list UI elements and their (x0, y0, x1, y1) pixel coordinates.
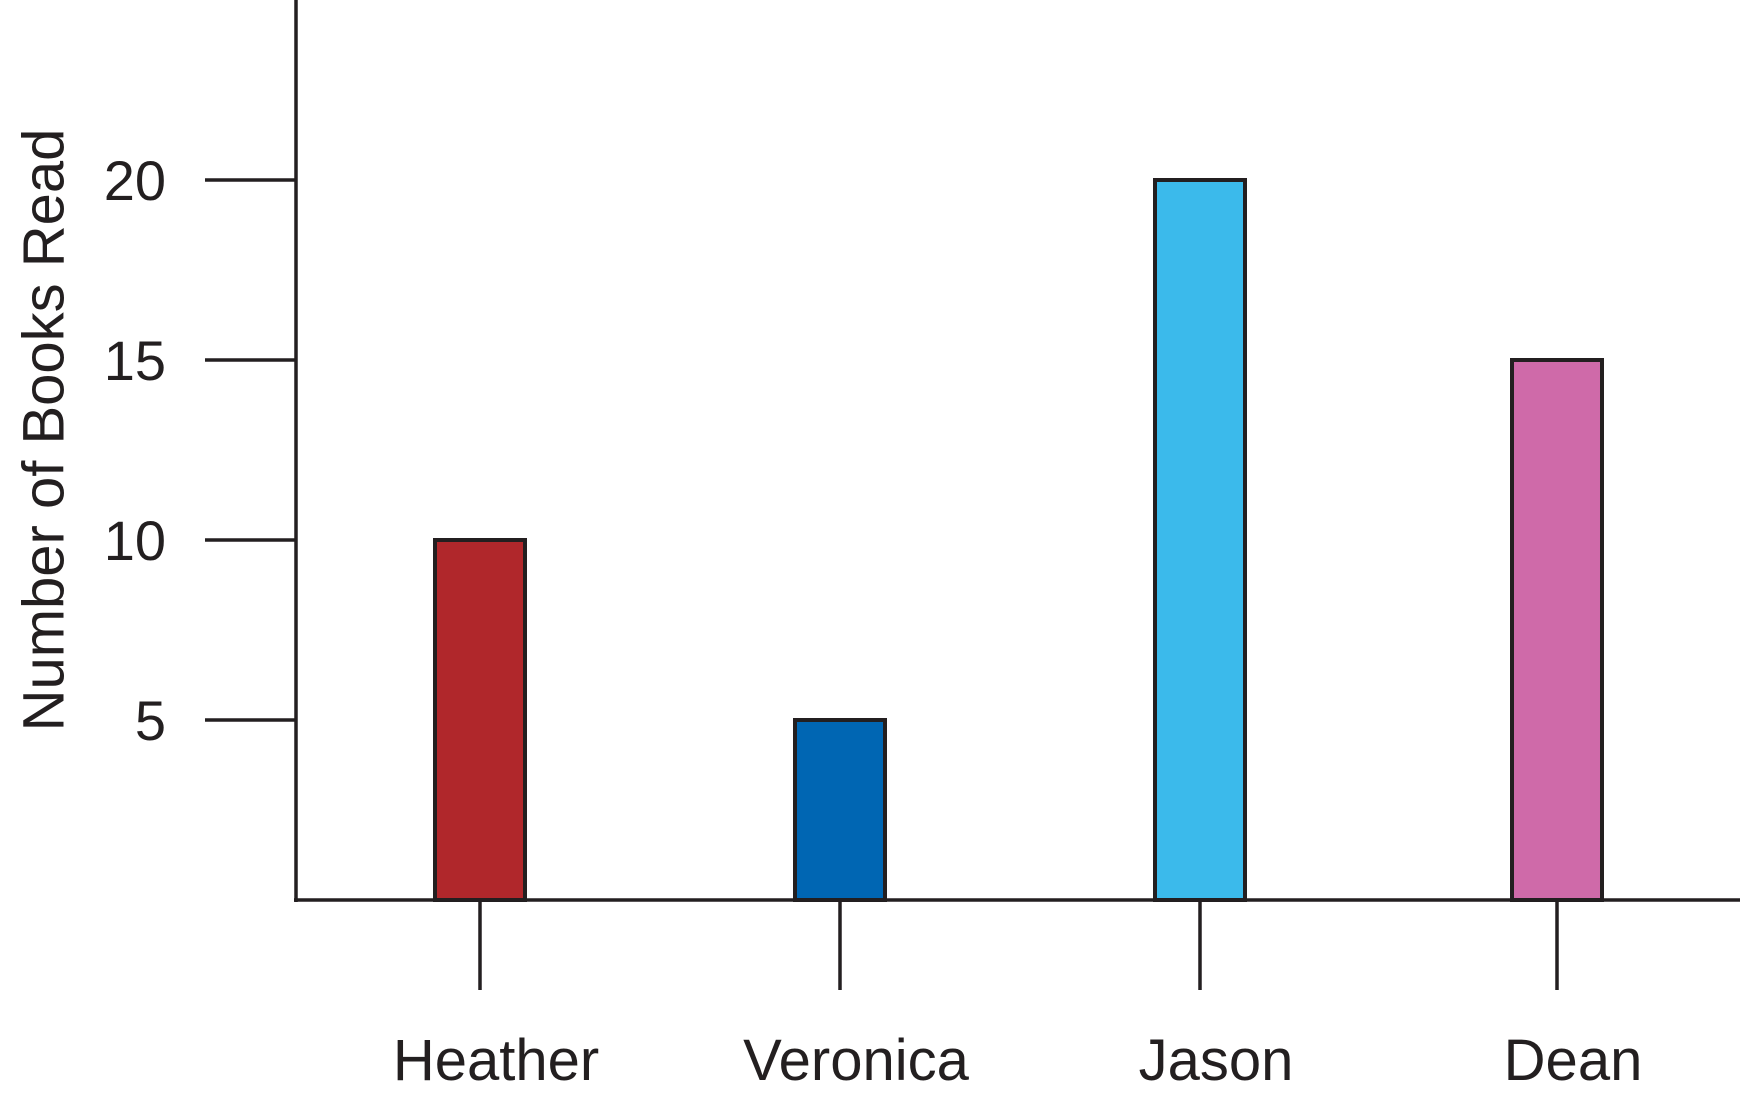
bar-heather (433, 538, 527, 902)
y-tick-label-10: 10 (104, 509, 166, 572)
x-tick-label-jason: Jason (1139, 1028, 1294, 1093)
y-axis-ticks: 5 10 15 20 (104, 149, 296, 752)
bar-veronica (793, 718, 887, 902)
x-tick-label-veronica: Veronica (743, 1028, 969, 1093)
x-axis-ticks: Heather Veronica Jason Dean (393, 900, 1643, 1093)
bar-dean (1510, 358, 1604, 902)
y-axis-title: Number of Books Read (11, 129, 76, 732)
x-tick-label-dean: Dean (1504, 1028, 1643, 1093)
bar-jason (1153, 178, 1247, 902)
y-tick-label-20: 20 (104, 149, 166, 212)
x-tick-label-heather: Heather (393, 1028, 599, 1093)
bars (433, 178, 1604, 902)
y-tick-label-5: 5 (135, 689, 166, 752)
y-tick-label-15: 15 (104, 329, 166, 392)
